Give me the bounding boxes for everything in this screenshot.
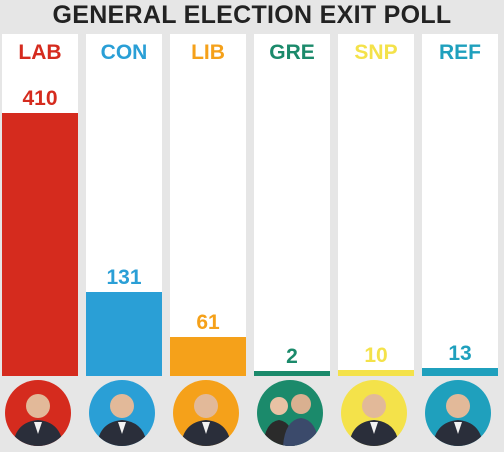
column-lib: LIB 61 xyxy=(170,34,246,376)
party-label-lab: LAB xyxy=(18,41,62,64)
seat-count-snp: 10 xyxy=(364,344,388,367)
person-avatar-icon xyxy=(425,380,491,446)
bar-lib xyxy=(170,337,246,376)
seat-count-lib: 61 xyxy=(196,311,220,334)
bar-snp xyxy=(338,370,414,376)
column-lab: LAB 410 xyxy=(2,34,78,376)
bar-ref xyxy=(422,368,498,376)
column-gre: GRE 2 xyxy=(254,34,330,376)
bar-lab xyxy=(2,113,78,376)
seat-count-lab: 410 xyxy=(22,87,58,110)
seat-count-gre: 2 xyxy=(286,345,298,368)
chart-title: GENERAL ELECTION EXIT POLL xyxy=(52,1,452,29)
person-avatar-icon xyxy=(5,380,71,446)
two-people-avatar-icon xyxy=(257,380,323,446)
column-snp: SNP 10 xyxy=(338,34,414,376)
bar-gre xyxy=(254,371,330,376)
seat-count-ref: 13 xyxy=(448,342,472,365)
seat-count-con: 131 xyxy=(106,266,142,289)
party-label-ref: REF xyxy=(439,41,481,64)
bar-con xyxy=(86,292,162,376)
party-label-snp: SNP xyxy=(354,41,398,64)
person-avatar-icon xyxy=(341,380,407,446)
party-label-con: CON xyxy=(100,41,148,64)
party-label-lib: LIB xyxy=(191,41,225,64)
person-avatar-icon xyxy=(89,380,155,446)
column-con: CON 131 xyxy=(86,34,162,376)
party-label-gre: GRE xyxy=(269,41,315,64)
person-avatar-icon xyxy=(173,380,239,446)
column-ref: REF 13 xyxy=(422,34,498,376)
